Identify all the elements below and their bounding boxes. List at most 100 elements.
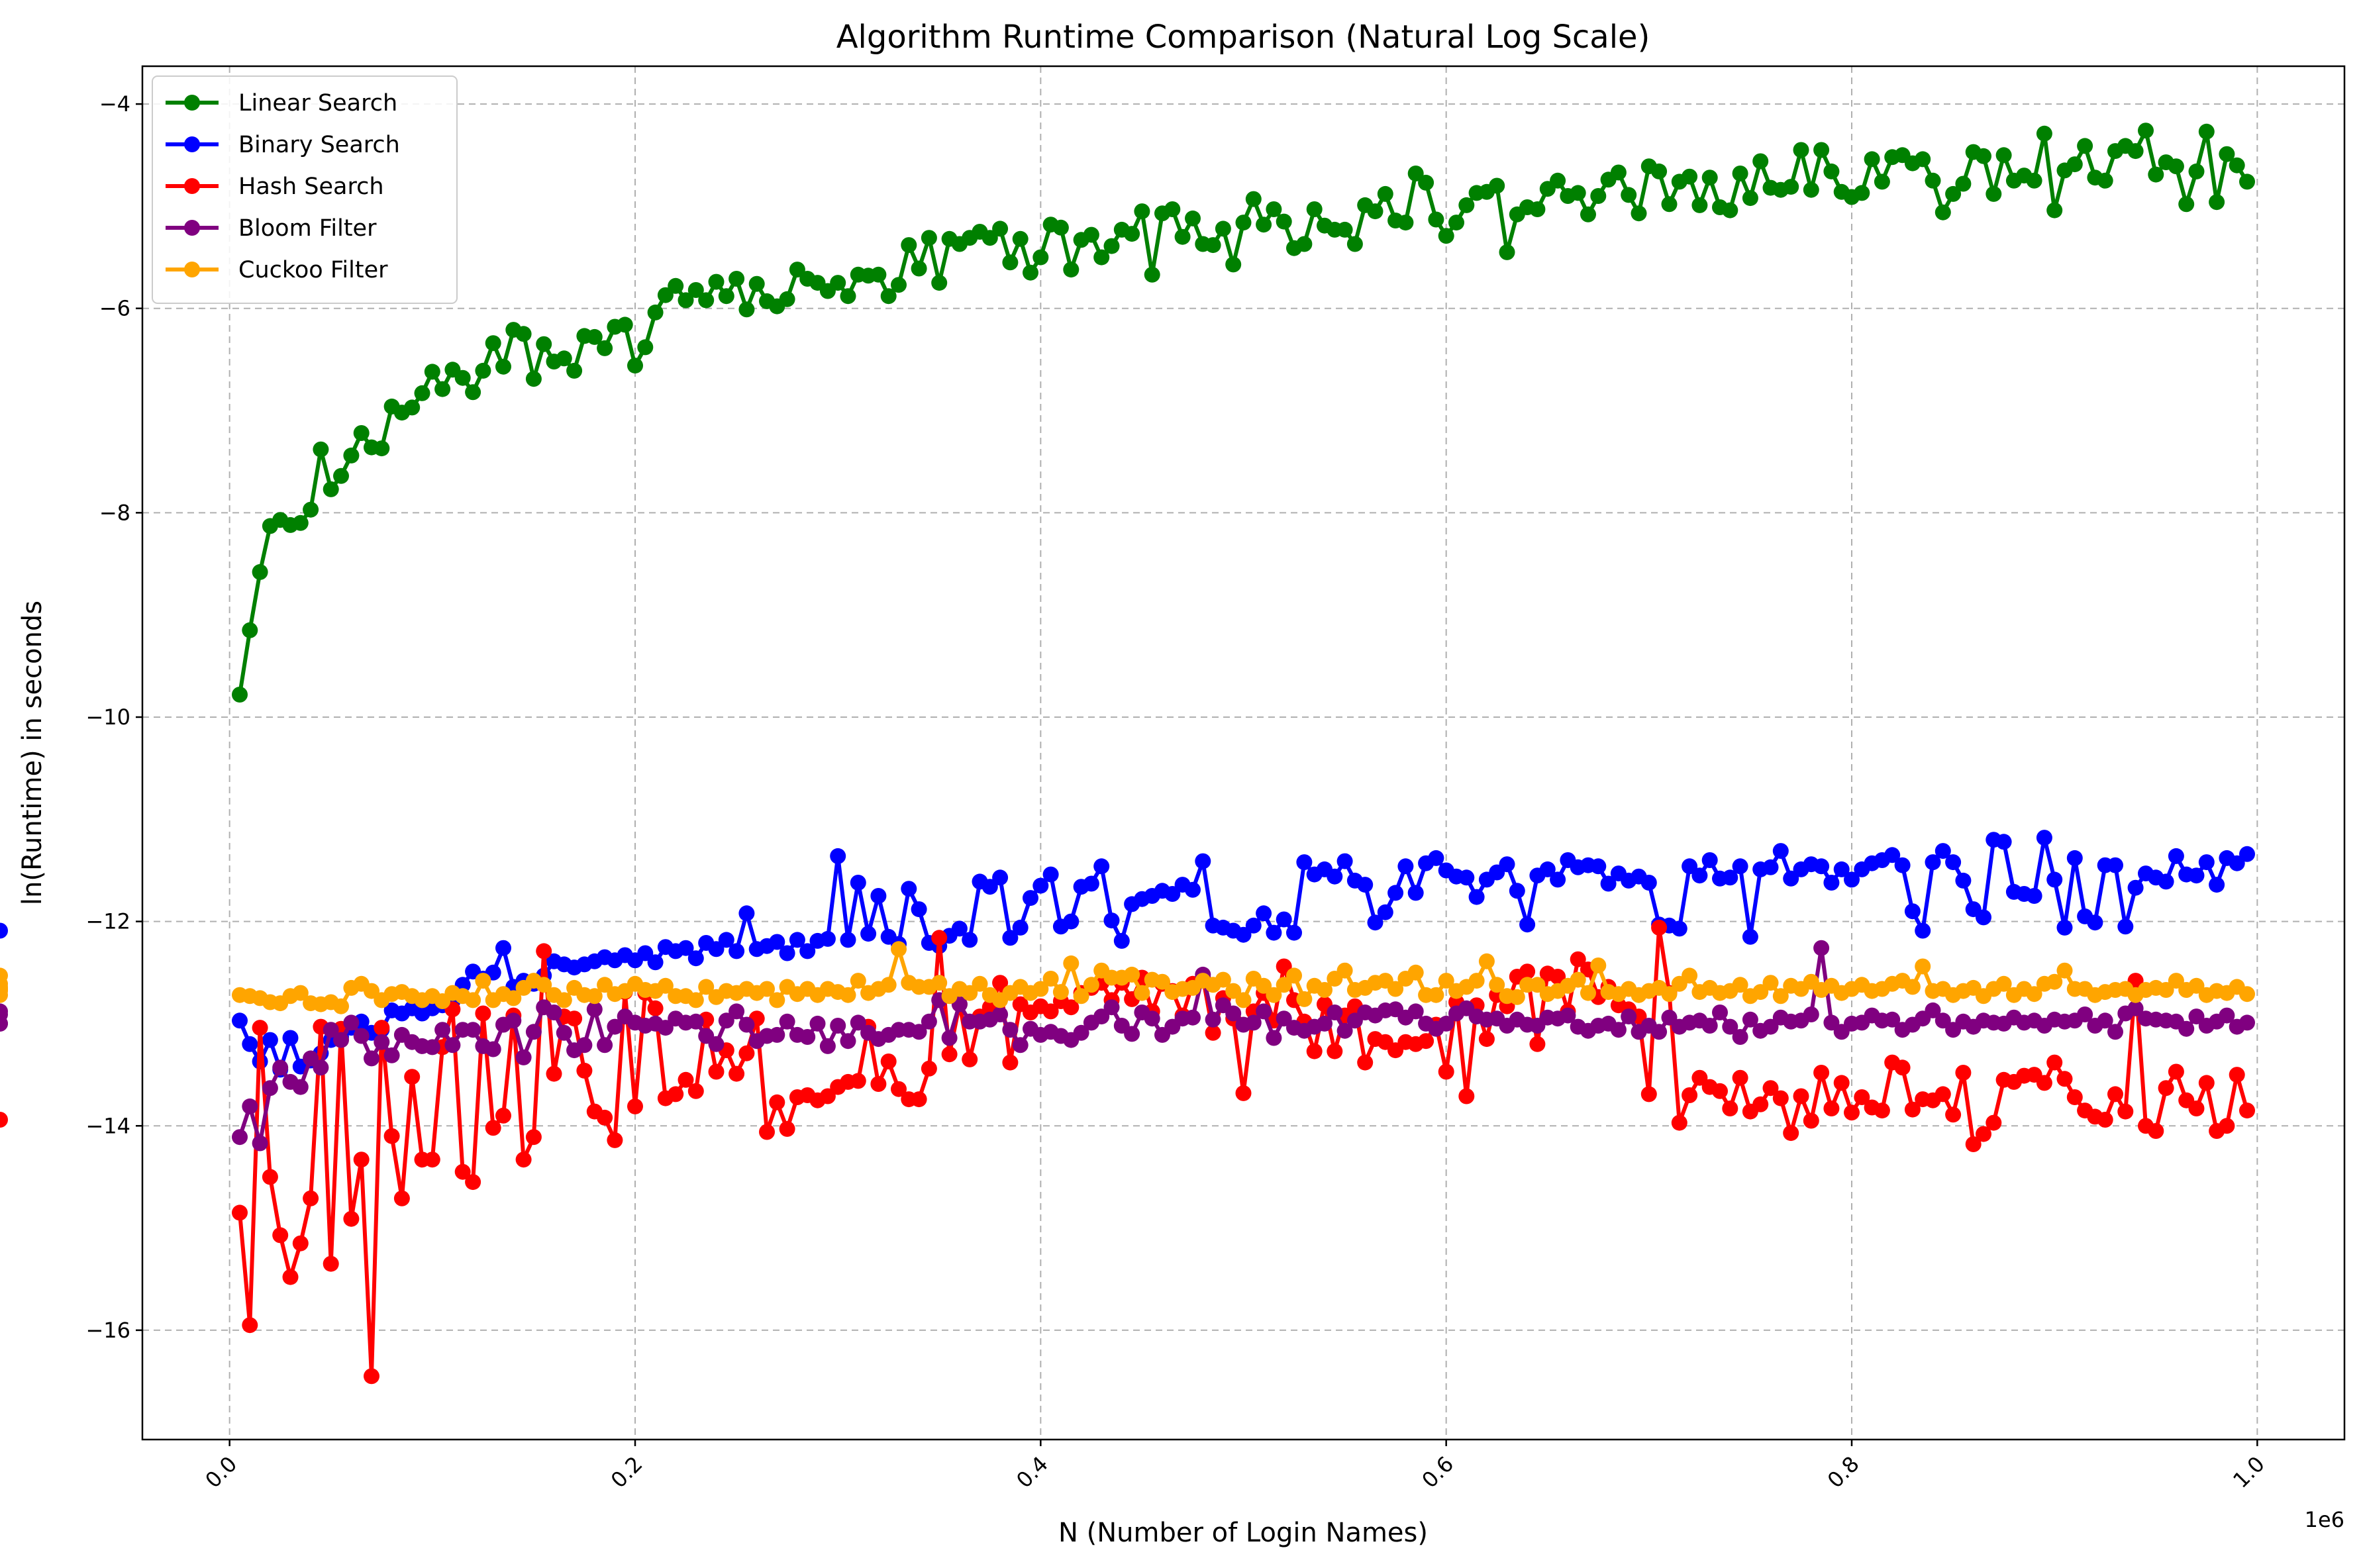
data-point-bloom-filter (353, 1028, 370, 1044)
data-point-linear-search (485, 335, 501, 352)
legend-label: Bloom Filter (238, 215, 377, 242)
data-point-binary-search (1327, 868, 1343, 885)
data-point-cuckoo-filter (2158, 982, 2174, 998)
data-point-bloom-filter (434, 1022, 451, 1038)
data-point-binary-search (2198, 854, 2215, 871)
data-point-cuckoo-filter (1915, 958, 1931, 975)
data-point-linear-search (1550, 172, 1566, 189)
data-point-bloom-filter (465, 1022, 481, 1038)
y-tick-label: −14 (85, 1113, 130, 1138)
data-point-binary-search (1336, 853, 1353, 869)
data-point-binary-search (1833, 861, 1850, 877)
data-point-binary-search (1164, 886, 1181, 902)
data-point-hash-search (1844, 1104, 1860, 1121)
data-point-hash-search (850, 1073, 866, 1089)
data-point-binary-search (2229, 855, 2245, 871)
data-point-linear-search (1296, 236, 1313, 252)
data-point-hash-search (1986, 1114, 2002, 1131)
data-point-linear-search (698, 292, 715, 309)
y-tick-label: −6 (99, 296, 130, 321)
data-point-binary-search (1722, 869, 1738, 886)
data-point-hash-search (1063, 999, 1080, 1016)
legend-box (152, 75, 458, 304)
data-point-hash-search (819, 1088, 836, 1104)
data-point-cuckoo-filter (1580, 985, 1596, 1001)
data-point-hash-search (1529, 1036, 1546, 1052)
data-point-hash-search (1235, 1085, 1252, 1101)
data-point-linear-search (2209, 194, 2225, 211)
data-point-hash-search (404, 1069, 421, 1085)
data-point-linear-search (1205, 237, 1221, 254)
data-point-bloom-filter (738, 1016, 755, 1033)
data-point-cuckoo-filter (1073, 988, 1089, 1004)
data-point-hash-search (303, 1190, 319, 1206)
data-point-bloom-filter (729, 1003, 745, 1020)
data-point-hash-search (393, 1190, 410, 1206)
data-point-binary-search (708, 941, 725, 957)
data-point-binary-search (1600, 875, 1617, 892)
data-point-cuckoo-filter (1286, 967, 1302, 984)
data-point-bloom-filter (1884, 1011, 1901, 1028)
data-point-binary-search (992, 869, 1009, 886)
data-point-linear-search (1590, 188, 1607, 204)
data-point-linear-search (1986, 185, 2002, 202)
data-point-hash-search (0, 1112, 8, 1128)
data-point-linear-search (1002, 254, 1019, 271)
data-point-linear-search (718, 288, 734, 305)
data-point-hash-search (2239, 1102, 2255, 1119)
data-point-bloom-filter (1661, 1009, 1678, 1026)
data-point-binary-search (769, 934, 785, 950)
data-point-hash-search (1976, 1126, 1991, 1142)
data-point-bloom-filter (1245, 1014, 1262, 1031)
data-point-cuckoo-filter (1032, 981, 1049, 997)
data-point-cuckoo-filter (1124, 966, 1140, 983)
data-point-binary-search (1032, 877, 1049, 894)
data-point-bloom-filter (850, 1014, 866, 1031)
data-point-linear-search (465, 384, 481, 401)
data-point-cuckoo-filter (1509, 989, 1525, 1005)
data-point-binary-search (232, 1012, 248, 1029)
data-point-linear-search (536, 336, 552, 352)
data-point-cuckoo-filter (657, 977, 674, 994)
data-point-bloom-filter (1813, 940, 1830, 956)
data-point-binary-search (1499, 856, 1515, 873)
data-point-bloom-filter (525, 1024, 542, 1040)
data-point-hash-search (627, 1098, 643, 1114)
data-point-hash-search (232, 1204, 248, 1221)
data-point-linear-search (627, 358, 643, 374)
data-point-linear-search (1580, 206, 1596, 222)
data-point-hash-search (2158, 1080, 2174, 1097)
data-point-binary-search (2056, 919, 2073, 936)
data-point-linear-search (729, 271, 745, 287)
y-tick-label: −8 (99, 500, 130, 525)
data-point-hash-search (242, 1317, 258, 1334)
data-point-bloom-filter (1266, 1030, 1282, 1046)
data-point-cuckoo-filter (1407, 964, 1424, 981)
data-point-binary-search (779, 945, 795, 961)
data-point-cuckoo-filter (2056, 962, 2073, 979)
data-point-hash-search (1651, 919, 1668, 936)
data-point-binary-search (1682, 858, 1698, 875)
data-point-linear-search (525, 371, 542, 387)
data-point-hash-search (1712, 1083, 1728, 1099)
x-axis-label: N (Number of Login Names) (1058, 1518, 1428, 1548)
data-point-cuckoo-filter (1904, 979, 1921, 995)
data-point-linear-search (1489, 177, 1505, 194)
data-point-linear-search (1276, 213, 1292, 230)
data-point-linear-search (374, 440, 390, 457)
data-point-hash-search (597, 1109, 613, 1126)
data-point-linear-search (343, 447, 360, 464)
data-point-binary-search (1539, 861, 1556, 877)
data-point-linear-search (313, 441, 329, 458)
data-point-hash-search (678, 1071, 694, 1088)
data-point-binary-search (1428, 850, 1444, 866)
data-point-hash-search (1894, 1059, 1911, 1076)
data-point-binary-search (1844, 871, 1860, 888)
data-point-hash-search (1803, 1112, 1819, 1129)
data-point-bloom-filter (1002, 1022, 1019, 1038)
data-point-linear-search (931, 275, 948, 291)
data-point-binary-search (1935, 843, 1951, 859)
data-point-linear-search (1976, 148, 1991, 164)
data-point-bloom-filter (718, 1012, 734, 1029)
data-point-binary-search (1762, 859, 1779, 875)
